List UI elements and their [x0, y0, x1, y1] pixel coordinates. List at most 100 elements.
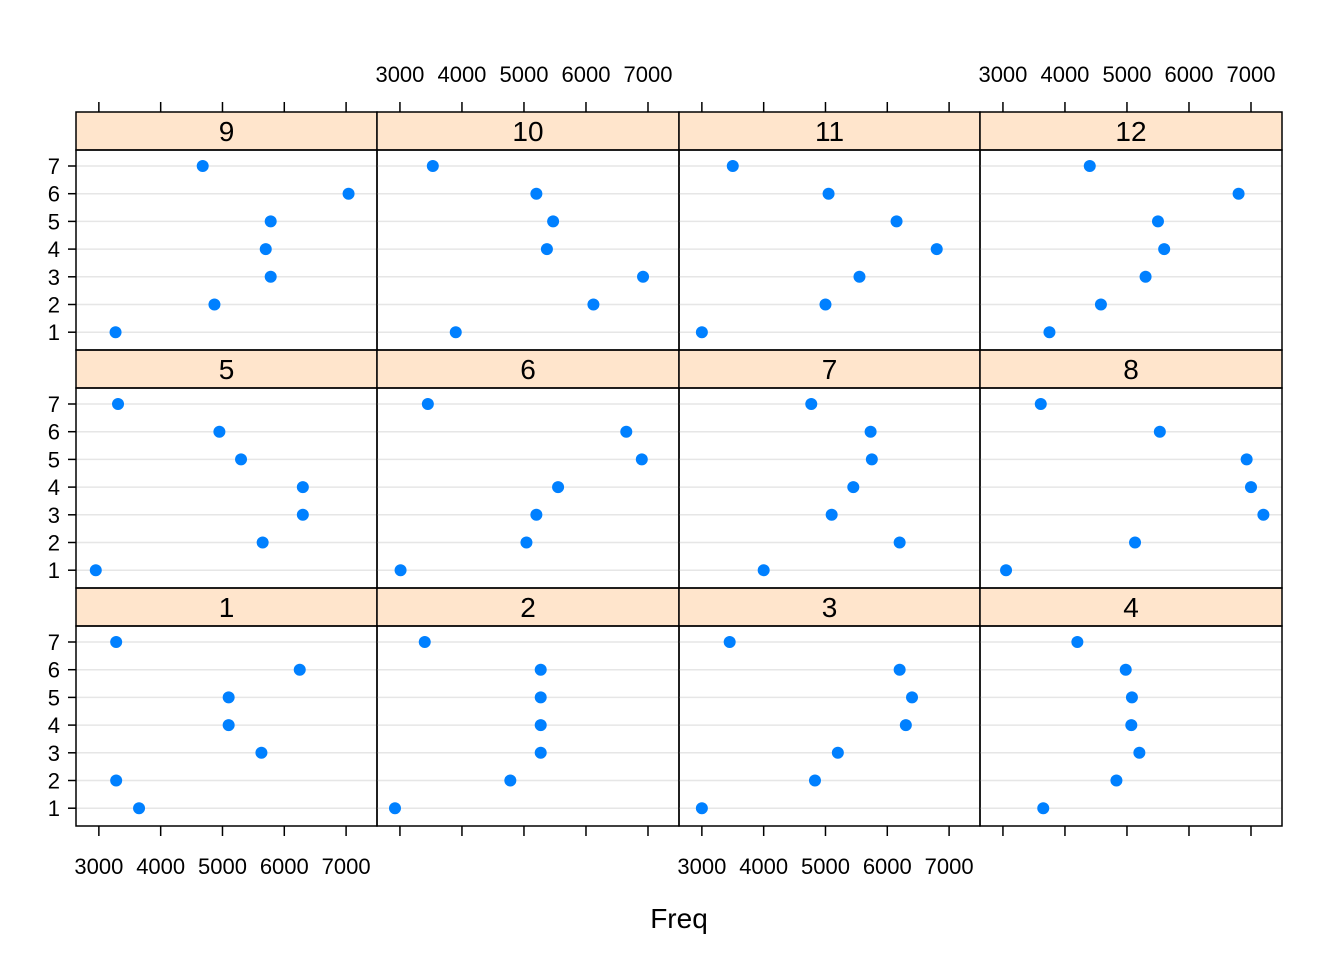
- data-point: [426, 160, 439, 172]
- strip-label: 6: [520, 354, 536, 385]
- strip-label: 3: [822, 592, 838, 623]
- data-point: [255, 746, 268, 759]
- panel-8: 8: [979, 349, 1283, 589]
- panels: 1 2 3 45 6 7 89 10 11 12: [75, 111, 1283, 827]
- strip-label: 10: [512, 116, 543, 147]
- data-point: [394, 564, 407, 577]
- data-point: [520, 536, 533, 549]
- data-point: [264, 270, 277, 283]
- strip-1: [75, 587, 378, 627]
- strip-4: [979, 587, 1283, 627]
- data-point: [726, 160, 739, 172]
- data-point: [635, 453, 648, 466]
- data-point: [110, 774, 123, 787]
- data-point: [853, 270, 866, 283]
- data-point: [259, 243, 272, 256]
- strip-label: 8: [1123, 354, 1139, 385]
- data-point: [1257, 508, 1270, 521]
- x-tick-label-top: 6000: [562, 62, 611, 87]
- data-point: [637, 270, 650, 283]
- data-point: [1119, 663, 1132, 676]
- data-point: [196, 160, 209, 172]
- x-tick-label-bottom: 4000: [136, 854, 185, 879]
- data-point: [418, 636, 431, 648]
- y-tick-label: 5: [48, 209, 60, 234]
- strip-label: 5: [219, 354, 235, 385]
- y-tick-label: 7: [48, 154, 60, 179]
- data-point: [235, 453, 248, 466]
- x-tick-label-top: 6000: [1165, 62, 1214, 87]
- data-point: [1083, 160, 1096, 172]
- data-point: [723, 636, 736, 648]
- strip-12: [979, 111, 1283, 151]
- panel-frame: [75, 149, 378, 351]
- data-point: [1158, 243, 1171, 256]
- data-point: [296, 481, 309, 494]
- data-point: [1139, 270, 1152, 283]
- panel-frame: [979, 149, 1283, 351]
- data-point: [1037, 802, 1050, 815]
- data-point: [1151, 215, 1164, 228]
- strip-9: [75, 111, 378, 151]
- data-point: [534, 719, 547, 732]
- data-point: [552, 481, 565, 494]
- data-point: [930, 243, 943, 256]
- panel-frame: [979, 387, 1283, 589]
- x-tick-label-bottom: 6000: [260, 854, 309, 879]
- data-point: [388, 802, 401, 815]
- x-tick-label-top: 7000: [624, 62, 673, 87]
- strip-label: 11: [815, 116, 844, 147]
- data-point: [1125, 691, 1138, 704]
- strip-label: 2: [520, 592, 536, 623]
- data-point: [110, 636, 123, 648]
- data-point: [1153, 425, 1166, 438]
- data-point: [296, 508, 309, 521]
- y-tick-label: 2: [48, 769, 60, 794]
- panel-7: 7: [678, 349, 981, 589]
- x-tick-label-bottom: 7000: [925, 854, 974, 879]
- x-tick-label-bottom: 7000: [322, 854, 371, 879]
- data-point: [899, 719, 912, 732]
- x-tick-label-bottom: 3000: [677, 854, 726, 879]
- panel-10: 10: [376, 111, 680, 351]
- data-point: [1071, 636, 1084, 648]
- data-point: [222, 691, 235, 704]
- y-tick-label: 5: [48, 447, 60, 472]
- y-tick-label: 1: [48, 796, 60, 821]
- x-tick-label-bottom: 6000: [863, 854, 912, 879]
- x-axis-label: Freq: [650, 903, 708, 934]
- panel-9: 9: [75, 111, 378, 351]
- panel-frame: [376, 149, 680, 351]
- strip-label: 12: [1115, 116, 1146, 147]
- data-point: [893, 663, 906, 676]
- data-point: [805, 398, 818, 410]
- data-point: [547, 215, 560, 228]
- data-point: [133, 802, 146, 815]
- panel-frame: [678, 387, 981, 589]
- panel-3: 3: [678, 587, 981, 827]
- data-point: [534, 691, 547, 704]
- data-point: [864, 425, 877, 438]
- data-point: [847, 481, 860, 494]
- panel-frame: [376, 625, 680, 827]
- x-tick-label-bottom: 5000: [198, 854, 247, 879]
- data-point: [893, 536, 906, 549]
- data-point: [109, 326, 122, 339]
- y-tick-label: 1: [48, 320, 60, 345]
- data-point: [256, 536, 269, 549]
- x-tick-label-top: 4000: [1040, 62, 1089, 87]
- data-point: [1244, 481, 1257, 494]
- y-tick-label: 5: [48, 685, 60, 710]
- strip-3: [678, 587, 981, 627]
- data-point: [1125, 719, 1138, 732]
- x-tick-label-top: 5000: [499, 62, 548, 87]
- y-tick-label: 6: [48, 658, 60, 683]
- y-tick-label: 3: [48, 265, 60, 290]
- x-tick-label-top: 3000: [978, 62, 1027, 87]
- y-tick-label: 2: [48, 293, 60, 318]
- data-point: [530, 187, 543, 200]
- strip-8: [979, 349, 1283, 389]
- data-point: [264, 215, 277, 228]
- panel-frame: [678, 625, 981, 827]
